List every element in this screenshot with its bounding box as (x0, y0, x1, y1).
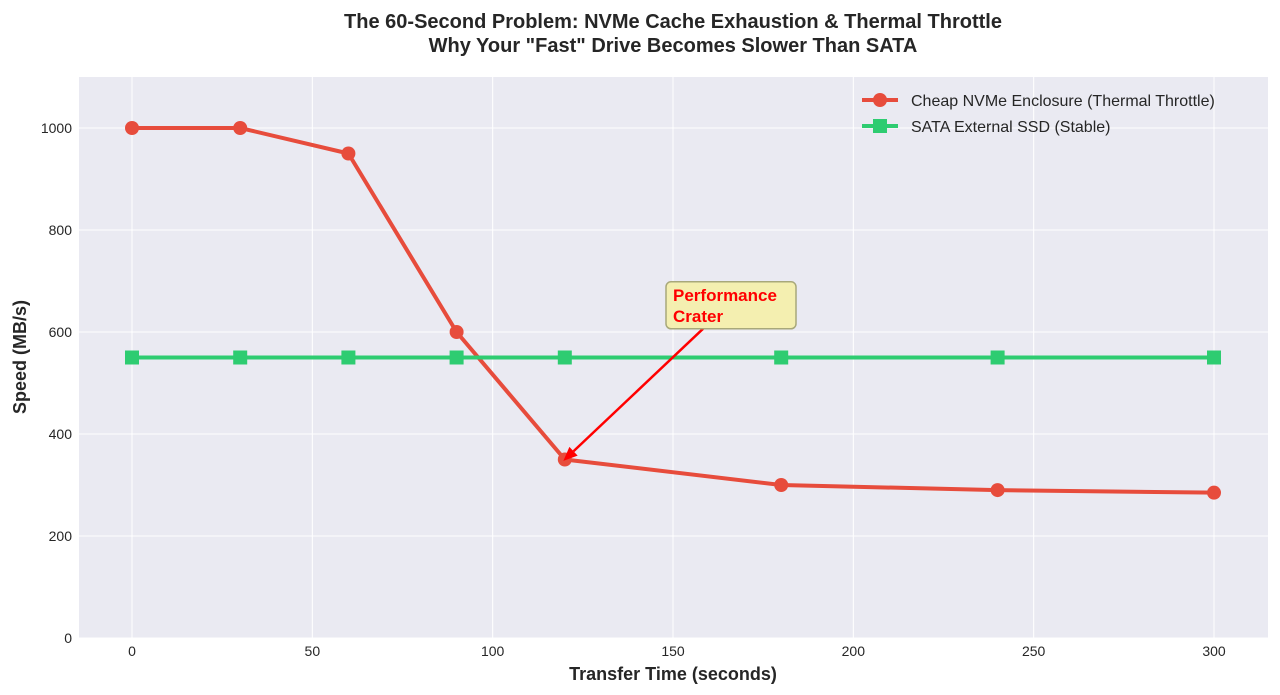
x-tick-label: 300 (1202, 643, 1226, 659)
x-tick-label: 50 (305, 643, 321, 659)
annotation-box (665, 281, 797, 330)
y-tick-label: 600 (49, 324, 73, 340)
data-point-sata (774, 350, 789, 365)
legend-marker-sata (873, 119, 887, 133)
data-point-nvme (774, 478, 789, 492)
y-gridlines (79, 127, 1268, 639)
legend-item-nvme: Cheap NVMe Enclosure (Thermal Throttle) (862, 93, 1215, 110)
data-point-sata (125, 350, 139, 365)
y-axis-ticks: 0 200 400 600 800 1000 (41, 120, 72, 646)
data-point-nvme (990, 483, 1005, 498)
y-tick-label: 200 (49, 528, 73, 544)
series-line-nvme (132, 126, 1215, 495)
chart-title: The 60-Second Problem: NVMe Cache Exhaus… (344, 11, 1002, 33)
y-tick-label: 0 (64, 630, 72, 646)
series-layer (125, 121, 1221, 500)
annotation-arrow-line (572, 327, 704, 453)
x-axis-ticks: 0 50 100 150 200 250 300 (128, 643, 1226, 659)
chart-subtitle: Why Your "Fast" Drive Becomes Slower Tha… (429, 35, 918, 57)
data-point-sata (557, 350, 572, 365)
data-point-sata (233, 350, 248, 365)
data-point-nvme (1207, 485, 1221, 500)
annotation-arrow-head (563, 446, 578, 461)
x-tick-label: 200 (842, 643, 866, 659)
data-point-sata (449, 350, 464, 365)
data-point-nvme (233, 121, 248, 135)
series-nvme (125, 121, 1221, 500)
data-point-nvme (341, 146, 356, 161)
legend-label-sata: SATA External SSD (Stable) (911, 119, 1110, 136)
data-point-nvme (125, 121, 139, 135)
y-tick-label: 400 (49, 426, 73, 442)
annotation-text: Performance Crater (673, 286, 782, 326)
y-tick-label: 1000 (41, 120, 72, 136)
series-sata (125, 350, 1221, 365)
data-point-sata (990, 350, 1005, 365)
x-axis-label: Transfer Time (seconds) (569, 664, 777, 684)
x-tick-label: 100 (481, 643, 505, 659)
x-tick-label: 0 (128, 643, 136, 659)
data-point-nvme (449, 325, 464, 339)
y-tick-label: 800 (49, 222, 73, 238)
annotation: Performance Crater (563, 281, 797, 461)
legend-marker-nvme (873, 93, 887, 107)
legend-label-nvme: Cheap NVMe Enclosure (Thermal Throttle) (911, 93, 1215, 110)
data-point-sata (1207, 350, 1221, 365)
legend: Cheap NVMe Enclosure (Thermal Throttle) … (862, 93, 1215, 136)
annotation-text-line-1: Performance (673, 286, 777, 305)
legend-item-sata: SATA External SSD (Stable) (862, 119, 1110, 136)
x-tick-label: 150 (661, 643, 685, 659)
x-tick-label: 250 (1022, 643, 1046, 659)
annotation-text-line-2: Crater (673, 307, 723, 326)
y-axis-label: Speed (MB/s) (10, 300, 30, 414)
data-point-sata (341, 350, 356, 365)
